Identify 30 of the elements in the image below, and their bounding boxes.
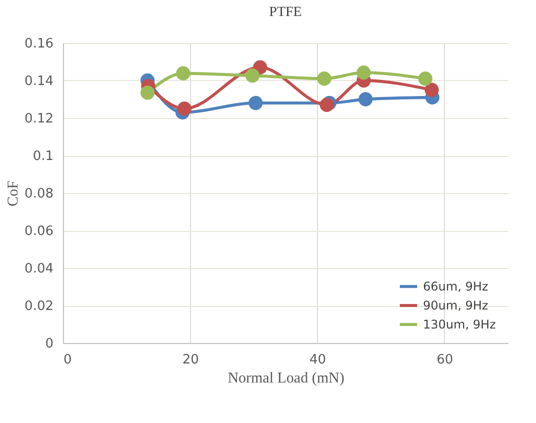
- y-axis-title: CoF: [6, 180, 22, 206]
- chart-title: PTFE: [269, 5, 302, 20]
- y-tick-label: 0.06: [24, 224, 54, 239]
- point: [356, 66, 371, 80]
- x-tick-label: 40: [310, 352, 326, 368]
- point: [317, 72, 332, 86]
- legend-label: 66um, 9Hz: [423, 280, 488, 294]
- point: [424, 82, 439, 97]
- y-tick-label: 0.16: [24, 36, 54, 52]
- y-tick-label: 0.12: [24, 112, 54, 126]
- point: [418, 72, 432, 86]
- point: [358, 92, 373, 106]
- point: [177, 102, 192, 116]
- legend-label: 130um, 9Hz: [423, 318, 496, 332]
- point: [245, 68, 260, 83]
- x-tick-label: 0: [64, 352, 72, 368]
- x-tick-label: 60: [436, 352, 454, 368]
- legend-label: 90um, 9Hz: [423, 298, 488, 312]
- x-tick-label: 20: [182, 352, 199, 368]
- y-tick-label: 0.02: [24, 299, 54, 314]
- point: [248, 96, 263, 110]
- y-tick-label: 0.1: [32, 149, 54, 164]
- y-tick-label: 0.04: [24, 262, 54, 276]
- point: [176, 66, 190, 80]
- point: [140, 86, 155, 100]
- y-tick-label: 0.14: [24, 74, 54, 89]
- point: [320, 98, 334, 112]
- y-tick-label: 0.08: [24, 186, 54, 202]
- y-tick-label: 0: [45, 336, 54, 352]
- x-axis-title: Normal Load (mN): [228, 370, 344, 386]
